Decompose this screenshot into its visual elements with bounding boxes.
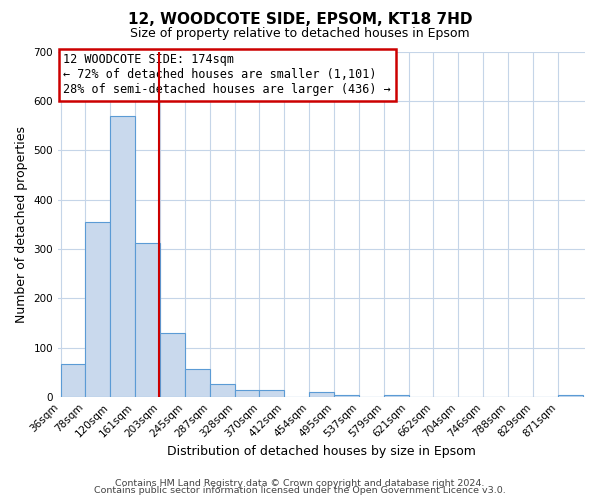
Text: 12, WOODCOTE SIDE, EPSOM, KT18 7HD: 12, WOODCOTE SIDE, EPSOM, KT18 7HD — [128, 12, 472, 28]
Bar — [160, 333, 185, 397]
Text: Contains public sector information licensed under the Open Government Licence v3: Contains public sector information licen… — [94, 486, 506, 495]
Bar — [557, 395, 583, 397]
Bar — [135, 242, 160, 397]
Y-axis label: Number of detached properties: Number of detached properties — [15, 126, 28, 323]
Bar — [334, 395, 359, 397]
X-axis label: Distribution of detached houses by size in Epsom: Distribution of detached houses by size … — [167, 444, 476, 458]
Bar — [235, 390, 259, 397]
Bar — [209, 384, 235, 397]
Text: Size of property relative to detached houses in Epsom: Size of property relative to detached ho… — [130, 28, 470, 40]
Bar — [61, 364, 85, 397]
Bar — [85, 222, 110, 397]
Text: Contains HM Land Registry data © Crown copyright and database right 2024.: Contains HM Land Registry data © Crown c… — [115, 478, 485, 488]
Bar — [383, 395, 409, 397]
Bar — [110, 116, 135, 397]
Bar — [185, 369, 209, 397]
Text: 12 WOODCOTE SIDE: 174sqm
← 72% of detached houses are smaller (1,101)
28% of sem: 12 WOODCOTE SIDE: 174sqm ← 72% of detach… — [64, 53, 391, 96]
Bar — [309, 392, 334, 397]
Bar — [259, 390, 284, 397]
